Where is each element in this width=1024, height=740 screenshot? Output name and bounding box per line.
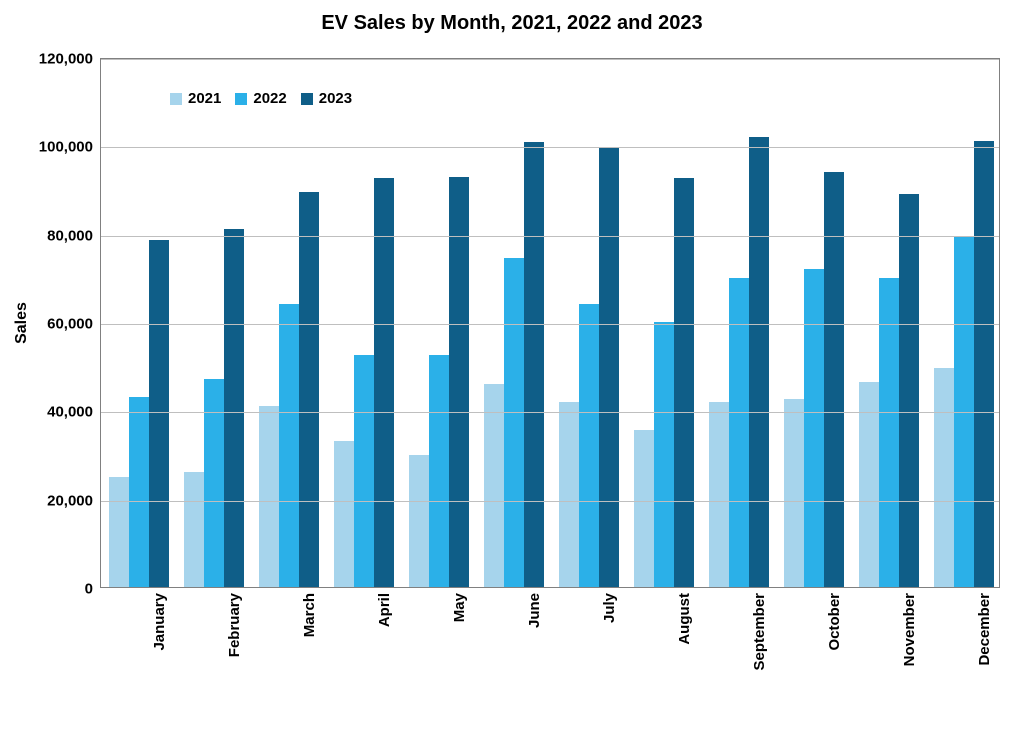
legend: 2021 2022 2023 [170, 90, 352, 107]
bar [749, 137, 769, 588]
legend-item: 2021 [170, 90, 221, 107]
bar [784, 399, 804, 587]
plot-area: 020,00040,00060,00080,000100,000120,000J… [100, 58, 1000, 588]
x-tick-label: May [447, 587, 468, 622]
bar [934, 368, 954, 587]
y-tick-label: 20,000 [47, 492, 101, 509]
bar [504, 258, 524, 587]
gridline [101, 236, 999, 237]
bar [824, 172, 844, 587]
legend-item: 2022 [235, 90, 286, 107]
legend-label: 2022 [253, 90, 286, 107]
bar [279, 304, 299, 587]
bar [374, 178, 394, 587]
bar [109, 477, 129, 587]
y-tick-label: 60,000 [47, 316, 101, 333]
legend-swatch [301, 93, 313, 105]
bar [974, 141, 994, 587]
y-tick-label: 0 [85, 581, 101, 598]
y-tick-label: 100,000 [39, 139, 101, 156]
legend-item: 2023 [301, 90, 352, 107]
legend-label: 2021 [188, 90, 221, 107]
x-tick-label: August [672, 587, 693, 645]
bar [429, 355, 449, 587]
y-tick-label: 80,000 [47, 227, 101, 244]
y-tick-label: 40,000 [47, 404, 101, 421]
bar [204, 379, 224, 587]
gridline [101, 501, 999, 502]
y-axis-label: Sales [13, 302, 31, 344]
gridline [101, 324, 999, 325]
bar [184, 472, 204, 587]
bar [654, 322, 674, 587]
bar [449, 177, 469, 587]
bar [224, 229, 244, 587]
x-tick-label: June [522, 587, 543, 628]
gridline [101, 147, 999, 148]
x-tick-label: January [147, 587, 168, 651]
bar [149, 240, 169, 587]
x-tick-label: July [597, 587, 618, 623]
legend-label: 2023 [319, 90, 352, 107]
bar [559, 402, 579, 588]
bar [129, 397, 149, 587]
chart-title: EV Sales by Month, 2021, 2022 and 2023 [0, 12, 1024, 35]
y-tick-label: 120,000 [39, 51, 101, 68]
x-tick-label: April [372, 587, 393, 627]
bars-layer [101, 59, 999, 587]
x-tick-label: September [747, 587, 768, 671]
bar [524, 142, 544, 587]
bar [334, 441, 354, 587]
bar [484, 384, 504, 587]
bar [899, 194, 919, 587]
legend-swatch [235, 93, 247, 105]
bar [709, 402, 729, 588]
x-tick-label: December [972, 587, 993, 666]
x-tick-label: February [222, 587, 243, 657]
bar [804, 269, 824, 587]
bar [409, 455, 429, 588]
x-tick-label: November [897, 587, 918, 666]
bar [354, 355, 374, 587]
legend-swatch [170, 93, 182, 105]
bar [299, 192, 319, 587]
x-tick-label: March [297, 587, 318, 637]
bar [634, 430, 654, 587]
gridline [101, 59, 999, 60]
bar [259, 406, 279, 587]
ev-sales-chart: EV Sales by Month, 2021, 2022 and 2023 0… [0, 0, 1024, 740]
gridline [101, 412, 999, 413]
x-tick-label: October [822, 587, 843, 651]
bar [579, 304, 599, 587]
bar [674, 178, 694, 587]
bar [599, 148, 619, 587]
